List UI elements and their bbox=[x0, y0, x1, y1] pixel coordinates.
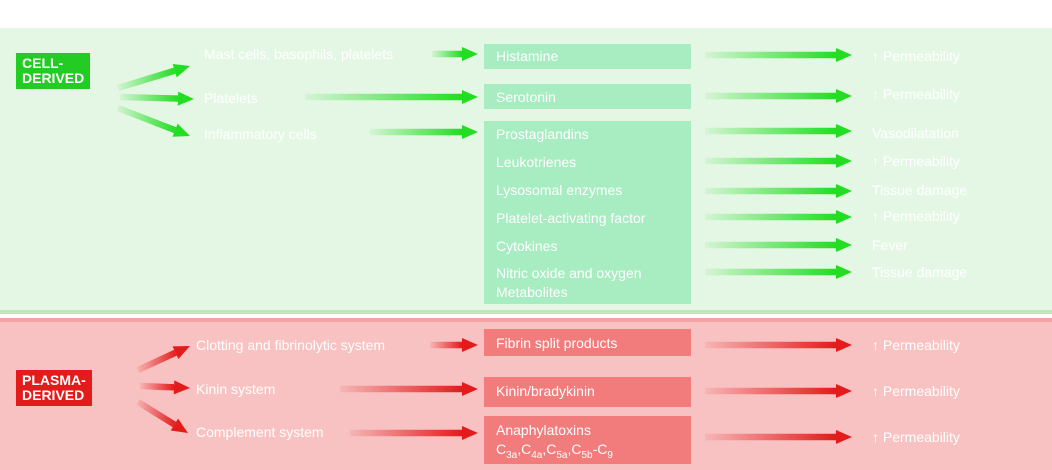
arrow-effect-cell-8 bbox=[705, 265, 852, 279]
plasma-fan-arrow-3 bbox=[136, 399, 188, 433]
cell-source-mast-cells: Mast cells, basophils, platelets bbox=[204, 46, 394, 62]
effect-histamine: ↑ Permeability bbox=[872, 48, 960, 64]
cell-derived-label: CELL- DERIVED bbox=[16, 53, 91, 89]
arrow-effect-cell-4 bbox=[705, 154, 852, 168]
arrow-to-serotonin bbox=[305, 90, 478, 104]
arrow-effect-plasma-1 bbox=[705, 338, 852, 352]
arrow-effect-cell-3 bbox=[705, 124, 852, 138]
arrow-effect-plasma-2 bbox=[705, 384, 852, 398]
mediator-anaphylatoxins: Anaphylatoxins bbox=[496, 422, 591, 438]
fibrin-split-products-box bbox=[484, 329, 691, 356]
mediator-metabolites: Metabolites bbox=[496, 284, 568, 300]
cell-fan-arrow-2 bbox=[119, 91, 194, 106]
effect-cytokines: Fever bbox=[872, 237, 908, 253]
mediator-serotonin: Serotonin bbox=[496, 89, 556, 105]
mediator-prostaglandins: Prostaglandins bbox=[496, 126, 589, 142]
plasma-source-complement: Complement system bbox=[196, 424, 324, 440]
effect-nitric-oxide: Tissue damage bbox=[872, 264, 968, 280]
mediator-kinin-bradykinin: Kinin/bradykinin bbox=[496, 383, 595, 399]
mediator-leukotrienes: Leukotrienes bbox=[496, 154, 577, 170]
plasma-derived-label: PLASMA- DERIVED bbox=[16, 370, 92, 406]
plasma-source-clotting: Clotting and fibrinolytic system bbox=[196, 337, 386, 353]
arrow-to-histamine bbox=[432, 47, 478, 61]
mediator-fibrin-split-products: Fibrin split products bbox=[496, 335, 618, 351]
histamine-box bbox=[484, 44, 691, 69]
anaphylatoxins-box bbox=[484, 416, 691, 464]
cell-source-platelets: Platelets bbox=[204, 90, 258, 106]
cell-fan-arrow-1 bbox=[117, 63, 190, 92]
arrow-effect-cell-5 bbox=[705, 184, 852, 198]
effect-lysosomal-enzymes: Tissue damage bbox=[872, 182, 968, 198]
arrow-to-fibrin-split-products bbox=[430, 338, 478, 352]
effect-leukotrienes: ↑ Permeability bbox=[872, 153, 960, 169]
effect-prostaglandins: Vasodilatation bbox=[872, 125, 959, 141]
cell-fan-arrow-3 bbox=[116, 105, 190, 137]
arrow-effect-cell-1 bbox=[705, 48, 852, 62]
arrow-to-kinin bbox=[340, 382, 478, 396]
effect-fibrin-split-products: ↑ Permeability bbox=[872, 337, 960, 353]
anaphylatoxin-components: C3a,C4a,C5a,C5b-C9 bbox=[496, 441, 613, 461]
mediator-histamine: Histamine bbox=[496, 48, 559, 64]
effect-complement: ↑ Permeability bbox=[872, 429, 960, 445]
arrow-effect-plasma-3 bbox=[705, 430, 852, 444]
cell-source-inflammatory-cells: Inflammatory cells bbox=[204, 126, 317, 142]
mediator-lysosomal-enzymes: Lysosomal enzymes bbox=[496, 182, 623, 198]
arrow-to-prostaglandins bbox=[370, 125, 478, 139]
inflammatory-mediators-box bbox=[484, 121, 691, 304]
effect-serotonin: ↑ Permeability bbox=[872, 86, 960, 102]
arrow-effect-cell-2 bbox=[705, 89, 852, 103]
mediator-platelet-activating-factor: Platelet-activating factor bbox=[496, 210, 646, 226]
mediator-cytokines: Cytokines bbox=[496, 238, 558, 254]
effect-platelet-activating-factor: ↑ Permeability bbox=[872, 208, 960, 224]
arrow-to-anaphylatoxins bbox=[350, 426, 478, 440]
arrow-effect-cell-7 bbox=[705, 238, 852, 252]
plasma-fan-arrow-1 bbox=[136, 346, 190, 373]
mediator-nitric-oxide: Nitric oxide and oxygen bbox=[496, 265, 642, 281]
arrow-effect-cell-6 bbox=[705, 210, 852, 224]
serotonin-box bbox=[484, 84, 691, 109]
plasma-source-kinin: Kinin system bbox=[196, 381, 276, 397]
kinin-box bbox=[484, 377, 691, 407]
effect-kinin: ↑ Permeability bbox=[872, 383, 960, 399]
plasma-fan-arrow-2 bbox=[139, 380, 190, 395]
